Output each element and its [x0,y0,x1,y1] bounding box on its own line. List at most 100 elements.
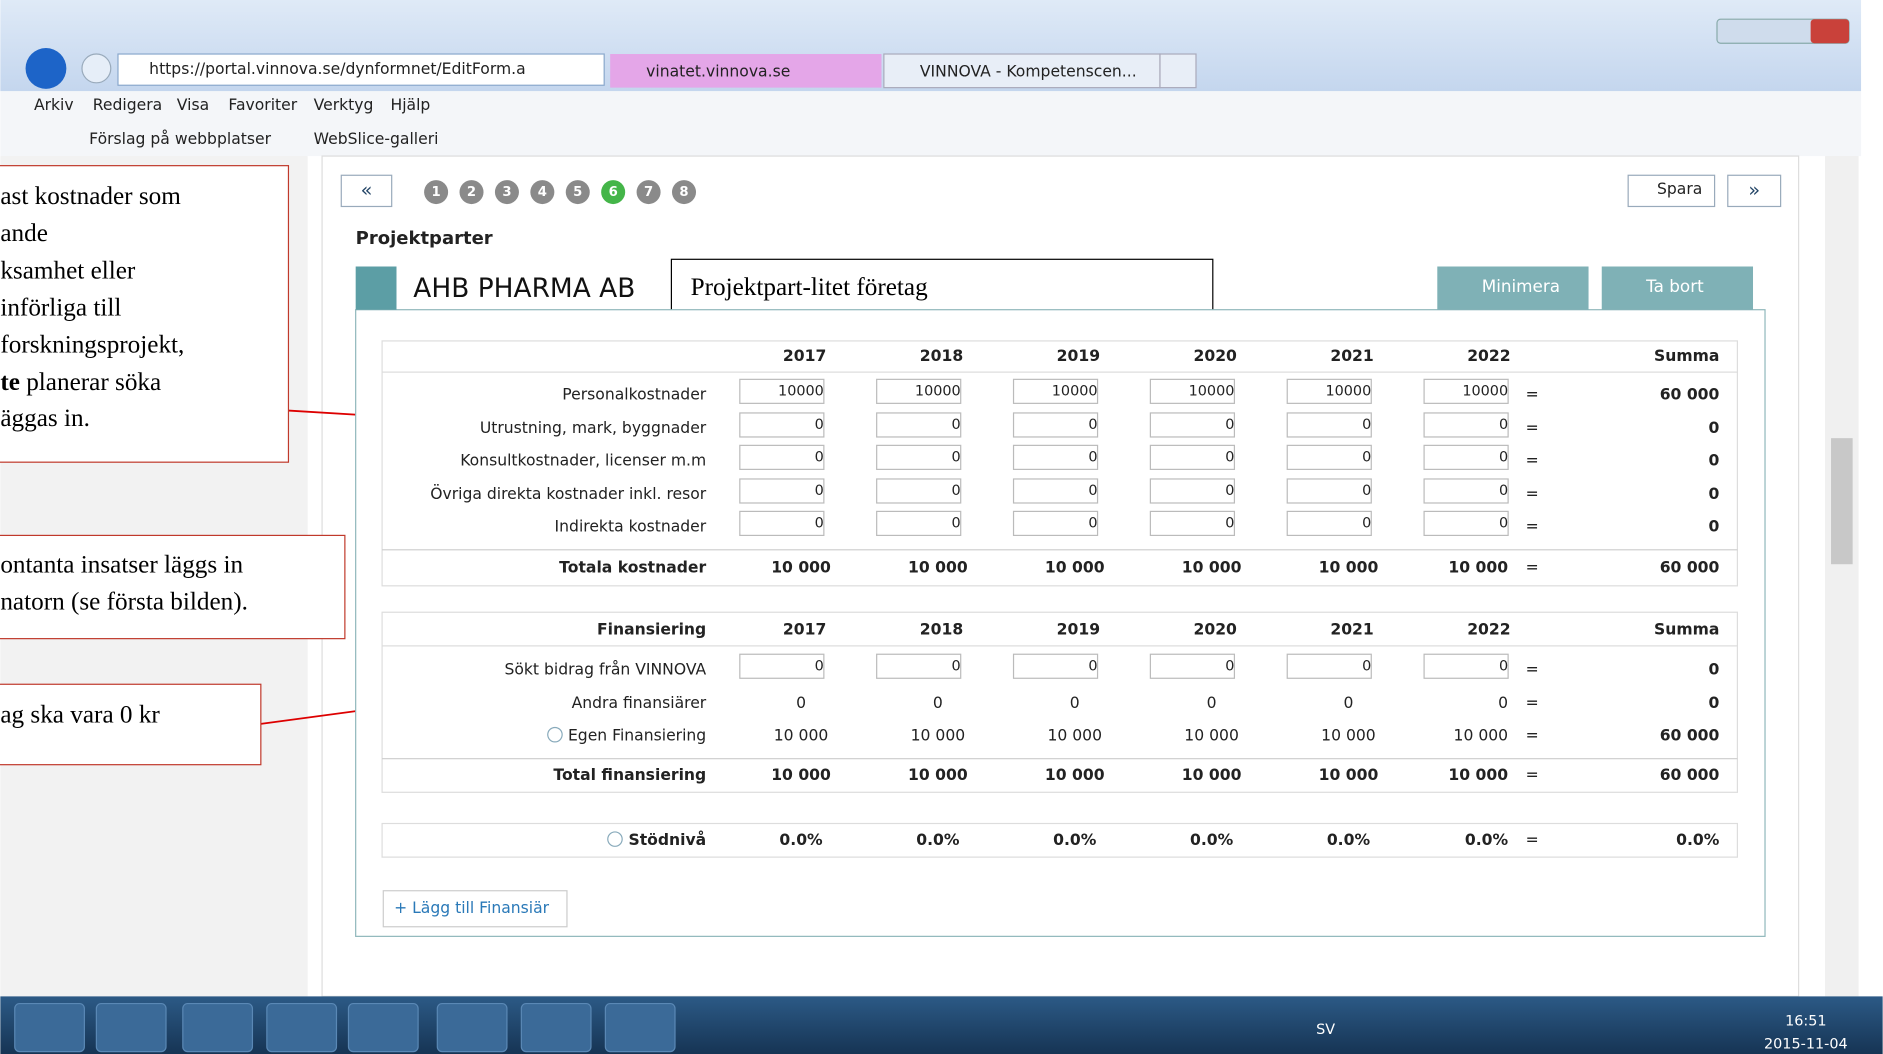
input-value: 10000 [778,383,824,399]
input-field[interactable] [1424,511,1508,535]
input-field[interactable] [1287,445,1371,469]
row-label: Indirekta kostnader [555,518,707,536]
back-button[interactable] [26,48,67,89]
cell-value: 10 000 [1045,766,1105,784]
cell-value: 10 000 [1319,558,1379,576]
step-number: 3 [502,185,511,200]
input-field[interactable] [1014,479,1098,503]
input-field[interactable] [1424,413,1508,437]
input-value: 0 [815,658,824,674]
input-field[interactable] [877,511,961,535]
input-field[interactable] [1014,413,1098,437]
input-field[interactable] [1014,445,1098,469]
input-field[interactable] [1424,654,1508,678]
input-value: 0 [1225,658,1234,674]
year-header: 2020 [1194,347,1238,365]
taskbar-app[interactable] [521,1004,591,1052]
cell-value: 0 [1070,694,1080,712]
step-number: 4 [538,185,547,200]
menu-item[interactable]: Favoriter [228,96,297,114]
input-field[interactable] [1014,654,1098,678]
remove-label: Ta bort [1645,276,1704,296]
taskbar-app[interactable] [267,1004,337,1052]
cell-value: 0.0% [1465,831,1509,849]
input-field[interactable] [740,479,824,503]
input-field[interactable] [1150,445,1234,469]
taskbar-app[interactable] [96,1004,166,1052]
input-field[interactable] [1287,479,1371,503]
input-field[interactable] [740,511,824,535]
year-header: 2018 [920,621,963,639]
taskbar-app[interactable] [437,1004,507,1052]
taskbar-app[interactable] [183,1004,253,1052]
forward-button[interactable] [82,54,111,83]
callout-text: planerar söka [20,369,161,396]
row-sum: 0 [1709,518,1720,536]
input-value: 10000 [1325,383,1371,399]
input-field[interactable] [1150,654,1234,678]
menu-item[interactable]: Verktyg [314,96,374,114]
menu-item[interactable]: Hjälp [390,96,430,114]
new-tab[interactable] [1160,54,1196,88]
input-field[interactable] [877,413,961,437]
step-number: 1 [432,185,441,200]
taskbar-app[interactable] [348,1004,418,1052]
cell-value: 0.0% [1053,831,1097,849]
equals-sign: = [1526,831,1539,849]
row-label: Sökt bidrag från VINNOVA [504,660,706,678]
input-field[interactable] [1150,413,1234,437]
cell-value: 0 [1343,694,1353,712]
screenshot: https://portal.vinnova.se/dynformnet/Edi… [0,0,1883,1054]
input-value: 0 [1499,417,1508,433]
callout-text: natorn (se första bilden). [0,589,248,616]
close-button[interactable] [1811,19,1849,43]
cell-value: 0 [1498,694,1508,712]
input-value: 0 [815,449,824,465]
menu-item[interactable]: Redigera [93,96,162,114]
input-field[interactable] [877,654,961,678]
row-sum: 60 000 [1660,558,1720,576]
callout-text: ande [0,220,48,247]
favorite-link[interactable]: Förslag på webbplatser [89,130,271,148]
input-field[interactable] [1424,445,1508,469]
cell-value: 10 000 [1182,766,1242,784]
input-value: 10000 [1189,383,1235,399]
input-field[interactable] [740,654,824,678]
favorite-link[interactable]: WebSlice-galleri [314,130,439,148]
input-field[interactable] [1150,479,1234,503]
input-field[interactable] [1150,511,1234,535]
cell-value: 0 [933,694,943,712]
table-header: Finansiering [597,621,706,639]
input-field[interactable] [1014,511,1098,535]
input-field[interactable] [1287,413,1371,437]
menu-item[interactable]: Arkiv [34,96,74,114]
equals-sign: = [1526,385,1539,403]
input-field[interactable] [877,445,961,469]
row-label: Andra finansiärer [572,694,707,712]
input-value: 0 [1088,483,1097,499]
input-value: 10000 [1462,383,1508,399]
clock-date: 2015-11-04 [1764,1036,1848,1052]
row-sum: 0 [1709,419,1720,437]
input-field[interactable] [740,413,824,437]
taskbar-app[interactable] [605,1004,675,1052]
input-field[interactable] [877,479,961,503]
cell-value: 10 000 [1047,726,1102,744]
input-value: 0 [1362,515,1371,531]
input-value: 0 [1499,483,1508,499]
input-value: 10000 [915,383,961,399]
menu-item[interactable]: Visa [177,96,209,114]
input-value: 0 [1088,417,1097,433]
cell-value: 10 000 [1448,766,1508,784]
input-field[interactable] [1287,511,1371,535]
start-button[interactable] [15,1004,85,1052]
equals-sign: = [1526,766,1539,784]
scroll-thumb[interactable] [1831,438,1853,564]
input-field[interactable] [740,445,824,469]
nav-next: » [1748,178,1760,201]
clock-time: 16:51 [1785,1014,1826,1030]
input-field[interactable] [1424,479,1508,503]
input-field[interactable] [1287,654,1371,678]
input-value: 0 [1088,449,1097,465]
scrollbar [1825,156,1859,996]
